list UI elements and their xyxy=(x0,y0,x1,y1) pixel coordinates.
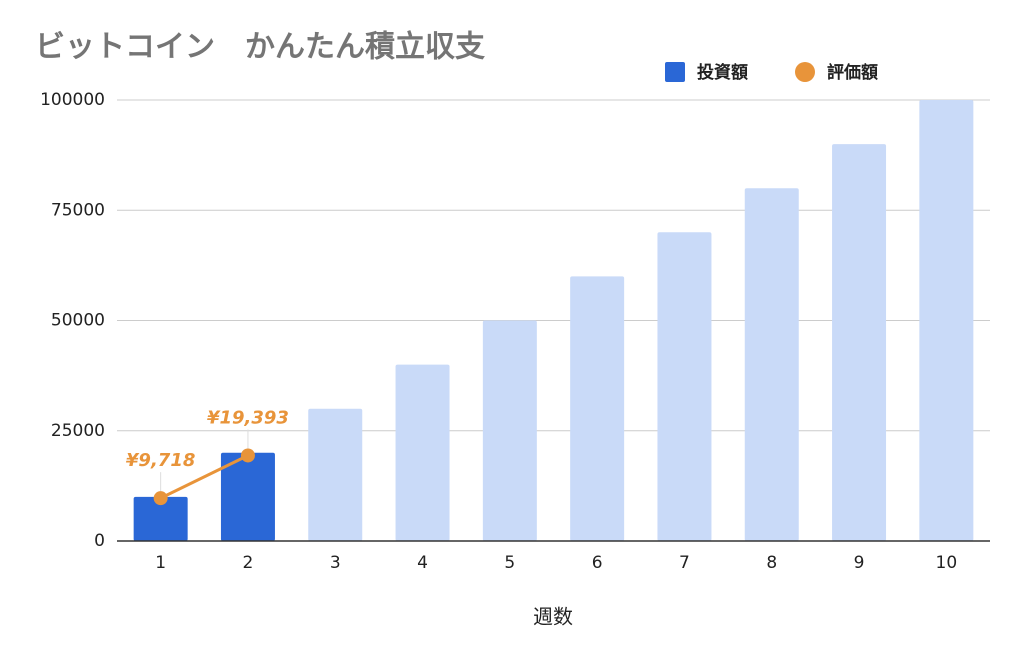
bar xyxy=(395,364,450,541)
y-tick-label: 0 xyxy=(94,531,105,551)
y-tick-label: 25000 xyxy=(51,421,105,441)
bar xyxy=(220,452,275,541)
x-tick-label: 2 xyxy=(243,553,254,573)
point xyxy=(240,448,255,463)
point xyxy=(153,491,168,506)
x-tick-label: 10 xyxy=(936,553,958,573)
bar xyxy=(308,408,363,541)
bar xyxy=(133,496,188,541)
x-tick-label: 3 xyxy=(330,553,341,573)
x-tick-label: 7 xyxy=(679,553,690,573)
legend-label: 評価額 xyxy=(827,62,878,83)
bar xyxy=(657,232,712,542)
line xyxy=(159,454,249,500)
x-tick-label: 8 xyxy=(766,553,777,573)
bar xyxy=(744,188,799,541)
y-tick-label: 100000 xyxy=(40,90,105,110)
legend-swatch xyxy=(665,62,685,82)
y-tick-label: 50000 xyxy=(51,311,105,331)
y-tick-label: 75000 xyxy=(51,200,105,220)
bar xyxy=(482,320,537,541)
x-tick-label: 1 xyxy=(155,553,166,573)
chart-title: ビットコイン かんたん積立収支 xyxy=(35,30,485,65)
bar xyxy=(832,144,887,541)
legend-swatch xyxy=(795,62,815,82)
legend-label: 投資額 xyxy=(697,62,748,83)
data-label: ¥19,393 xyxy=(207,407,289,428)
bar xyxy=(919,100,974,541)
data-label: ¥9,718 xyxy=(126,450,195,471)
x-tick-label: 4 xyxy=(417,553,428,573)
x-tick-label: 6 xyxy=(592,553,603,573)
x-axis-label: 週数 xyxy=(533,605,573,629)
x-tick-label: 9 xyxy=(854,553,865,573)
bar xyxy=(570,276,625,541)
x-tick-label: 5 xyxy=(504,553,515,573)
